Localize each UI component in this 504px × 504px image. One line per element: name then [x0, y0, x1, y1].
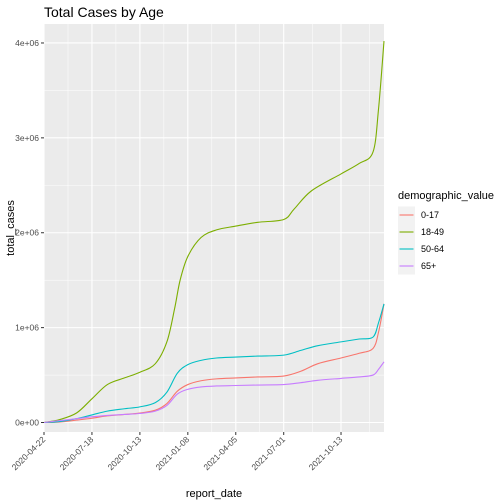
y-tick-label: 2e+06 — [15, 228, 39, 238]
legend: demographic_value 0-17 18-49 50-64 65+ — [398, 190, 494, 275]
series-line-0-17 — [43, 303, 385, 424]
x-tick-label: 2020-04-22 — [10, 434, 48, 472]
x-tick-label: 2021-01-08 — [153, 434, 191, 472]
series-line-50-64 — [43, 303, 385, 424]
legend-label: 0-17 — [421, 210, 439, 220]
x-tick-label: 2021-04-05 — [201, 434, 239, 472]
y-tick-label: 1e+06 — [15, 323, 39, 333]
y-tick-label: 4e+06 — [15, 38, 39, 48]
legend-items: 0-17 18-49 50-64 65+ — [398, 206, 444, 275]
x-tick-label: 2020-10-13 — [105, 434, 143, 472]
chart-title: Total Cases by Age — [44, 4, 164, 20]
x-tick-label: 2021-07-01 — [249, 434, 287, 472]
y-tick-label: 0e+00 — [15, 418, 39, 428]
series-line-65+ — [43, 361, 385, 424]
grid-major — [43, 24, 384, 432]
series-layer — [43, 41, 385, 424]
legend-label: 50-64 — [421, 244, 444, 254]
legend-label: 65+ — [421, 261, 436, 271]
x-tick-label: 2021-10-13 — [307, 434, 345, 472]
y-axis: 0e+00 1e+06 2e+06 3e+06 4e+06 — [15, 38, 44, 428]
legend-title: demographic_value — [398, 190, 494, 202]
x-axis-title: report_date — [186, 488, 242, 500]
y-axis-title: total_cases — [5, 200, 17, 256]
grid-minor — [44, 24, 384, 432]
series-line-18-49 — [43, 41, 385, 424]
x-tick-label: 2020-07-18 — [58, 434, 96, 472]
x-axis: 2020-04-22 2020-07-18 2020-10-13 2021-01-08… — [10, 432, 345, 472]
plot-panel — [44, 24, 384, 432]
legend-label: 18-49 — [421, 227, 444, 237]
y-tick-label: 3e+06 — [15, 133, 39, 143]
